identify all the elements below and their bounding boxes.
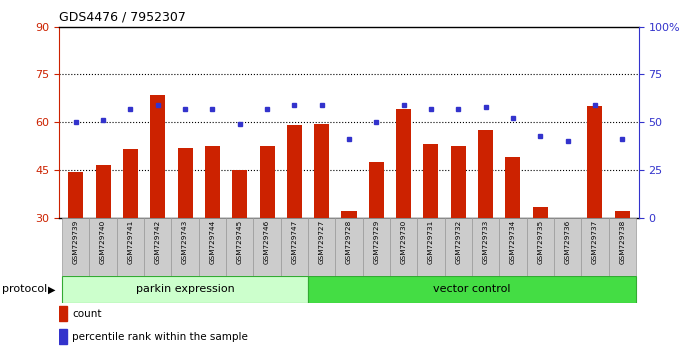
FancyBboxPatch shape	[526, 218, 554, 276]
Text: GSM729728: GSM729728	[346, 219, 352, 264]
Text: percentile rank within the sample: percentile rank within the sample	[72, 332, 248, 342]
Text: GSM729740: GSM729740	[100, 219, 106, 264]
Text: GSM729732: GSM729732	[455, 219, 461, 264]
Text: GSM729738: GSM729738	[619, 219, 625, 264]
Text: GSM729729: GSM729729	[373, 219, 379, 264]
Text: parkin expression: parkin expression	[135, 284, 235, 295]
Text: GSM729747: GSM729747	[291, 219, 297, 264]
Bar	[59, 306, 67, 321]
FancyBboxPatch shape	[335, 218, 363, 276]
Text: GSM729743: GSM729743	[182, 219, 188, 264]
FancyBboxPatch shape	[199, 218, 226, 276]
Text: GSM729746: GSM729746	[264, 219, 270, 264]
FancyBboxPatch shape	[308, 276, 636, 303]
Text: ▶: ▶	[48, 284, 56, 295]
Text: GSM729739: GSM729739	[73, 219, 79, 264]
Bar	[59, 329, 67, 344]
Bar	[205, 146, 220, 218]
Bar	[232, 170, 247, 218]
Text: GSM729745: GSM729745	[237, 219, 243, 264]
Text: GSM729737: GSM729737	[592, 219, 598, 264]
FancyBboxPatch shape	[472, 218, 499, 276]
Bar	[396, 109, 411, 218]
Bar	[123, 149, 138, 218]
Bar	[615, 211, 630, 218]
FancyBboxPatch shape	[281, 218, 308, 276]
FancyBboxPatch shape	[144, 218, 172, 276]
FancyBboxPatch shape	[308, 218, 335, 276]
FancyBboxPatch shape	[62, 218, 89, 276]
Text: GSM729734: GSM729734	[510, 219, 516, 264]
FancyBboxPatch shape	[89, 218, 117, 276]
FancyBboxPatch shape	[499, 218, 526, 276]
FancyBboxPatch shape	[172, 218, 199, 276]
Text: GDS4476 / 7952307: GDS4476 / 7952307	[59, 11, 186, 24]
Text: GSM729744: GSM729744	[209, 219, 216, 264]
Text: vector control: vector control	[433, 284, 511, 295]
Text: GSM729731: GSM729731	[428, 219, 434, 264]
Bar	[260, 146, 274, 218]
Bar	[533, 207, 548, 218]
FancyBboxPatch shape	[226, 218, 253, 276]
Bar	[287, 125, 302, 218]
FancyBboxPatch shape	[554, 218, 581, 276]
Bar	[369, 162, 384, 218]
Text: GSM729736: GSM729736	[565, 219, 571, 264]
FancyBboxPatch shape	[253, 218, 281, 276]
Text: GSM729727: GSM729727	[319, 219, 325, 264]
Text: GSM729735: GSM729735	[537, 219, 543, 264]
Text: GSM729742: GSM729742	[155, 219, 161, 264]
Bar	[424, 144, 438, 218]
Bar	[68, 172, 83, 218]
Bar	[588, 106, 602, 218]
Bar	[505, 157, 521, 218]
Text: GSM729733: GSM729733	[482, 219, 489, 264]
FancyBboxPatch shape	[609, 218, 636, 276]
FancyBboxPatch shape	[363, 218, 390, 276]
FancyBboxPatch shape	[445, 218, 472, 276]
FancyBboxPatch shape	[117, 218, 144, 276]
Bar	[150, 95, 165, 218]
Bar	[451, 146, 466, 218]
FancyBboxPatch shape	[581, 218, 609, 276]
Text: GSM729730: GSM729730	[401, 219, 407, 264]
Bar	[341, 211, 357, 218]
FancyBboxPatch shape	[390, 218, 417, 276]
Bar	[314, 124, 329, 218]
FancyBboxPatch shape	[417, 218, 445, 276]
Bar	[560, 218, 575, 226]
FancyBboxPatch shape	[62, 276, 308, 303]
Text: count: count	[72, 309, 102, 319]
Text: protocol: protocol	[2, 284, 47, 295]
Text: GSM729741: GSM729741	[127, 219, 133, 264]
Bar	[177, 148, 193, 218]
Bar	[96, 165, 110, 218]
Bar	[478, 130, 493, 218]
